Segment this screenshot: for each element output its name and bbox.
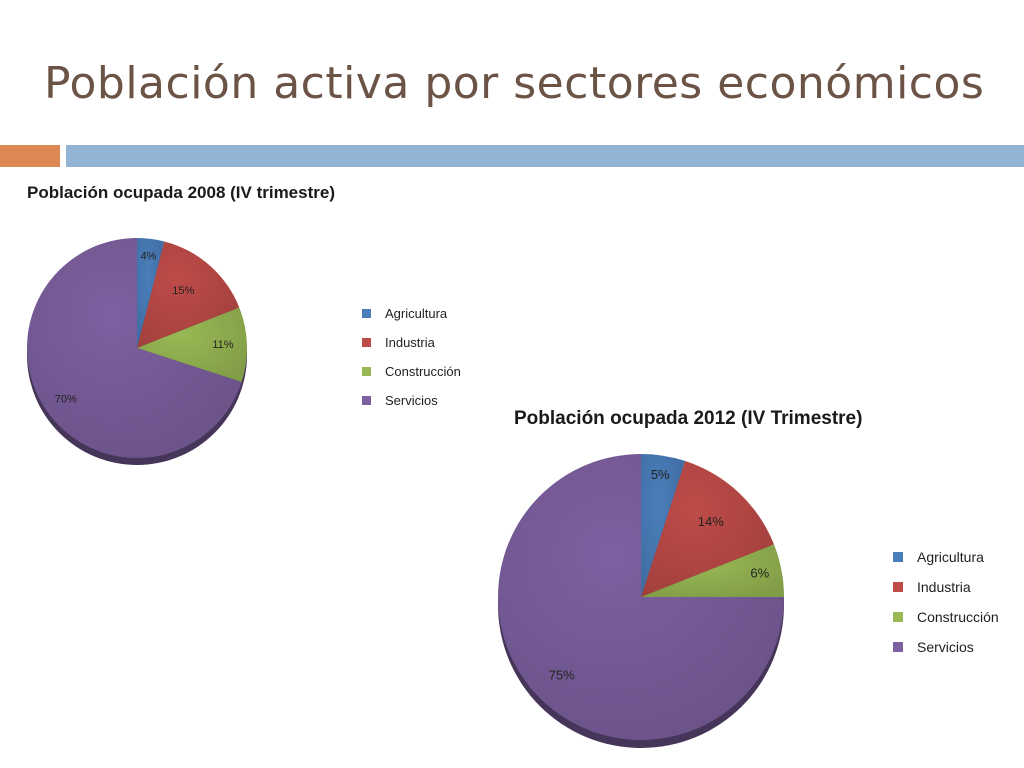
pie-label-construccion: 6%: [750, 565, 769, 580]
pie-slice-industria: [137, 241, 240, 348]
legend-label-construccion: Construcción: [917, 609, 999, 625]
legend-item-agricultura: Agricultura: [893, 549, 984, 565]
legend-item-construccion: Construcción: [362, 364, 461, 379]
legend-label-industria: Industria: [917, 579, 971, 595]
legend-label-servicios: Servicios: [385, 393, 438, 408]
legend-label-agricultura: Agricultura: [917, 549, 984, 565]
legend-swatch-agricultura: [362, 309, 371, 318]
legend-swatch-agricultura: [893, 552, 903, 562]
pie-label-construccion: 11%: [212, 339, 233, 351]
pie-slice-servicios: [498, 454, 784, 740]
legend-swatch-industria: [893, 582, 903, 592]
title-accent-bar-blue: [66, 145, 1024, 167]
chart-2012-title: Población ocupada 2012 (IV Trimestre): [514, 408, 863, 429]
legend-swatch-construccion: [893, 612, 903, 622]
legend-item-agricultura: Agricultura: [362, 306, 447, 321]
pie-label-industria: 15%: [172, 285, 194, 297]
legend-label-construccion: Construcción: [385, 364, 461, 379]
legend-label-servicios: Servicios: [917, 639, 974, 655]
pie-label-servicios: 70%: [55, 394, 77, 406]
legend-item-industria: Industria: [893, 579, 971, 595]
legend-item-servicios: Servicios: [362, 393, 438, 408]
pie-label-agricultura: 4%: [141, 251, 157, 263]
slide-title: Población activa por sectores económicos: [44, 58, 985, 109]
legend-swatch-construccion: [362, 367, 371, 376]
legend-label-industria: Industria: [385, 335, 435, 350]
chart-2008-title: Población ocupada 2008 (IV trimestre): [27, 183, 335, 202]
legend-item-servicios: Servicios: [893, 639, 974, 655]
pie-label-servicios: 75%: [549, 668, 575, 683]
pie-label-industria: 14%: [698, 514, 724, 529]
pie-slice-agricultura: [641, 454, 686, 597]
pie-slice-servicios: [27, 238, 242, 458]
legend-item-industria: Industria: [362, 335, 435, 350]
title-accent-bar-orange: [0, 145, 60, 167]
legend-label-agricultura: Agricultura: [385, 306, 448, 321]
legend-item-construccion: Construcción: [893, 609, 999, 625]
pie-slice-construccion: [641, 544, 784, 597]
pie-slice-construccion: [137, 307, 247, 382]
legend-swatch-servicios: [362, 396, 371, 405]
legend-swatch-servicios: [893, 642, 903, 652]
pie-label-agricultura: 5%: [651, 467, 670, 482]
pie-slice-agricultura: [137, 238, 165, 348]
legend-swatch-industria: [362, 338, 371, 347]
pie-slice-industria: [641, 460, 774, 597]
